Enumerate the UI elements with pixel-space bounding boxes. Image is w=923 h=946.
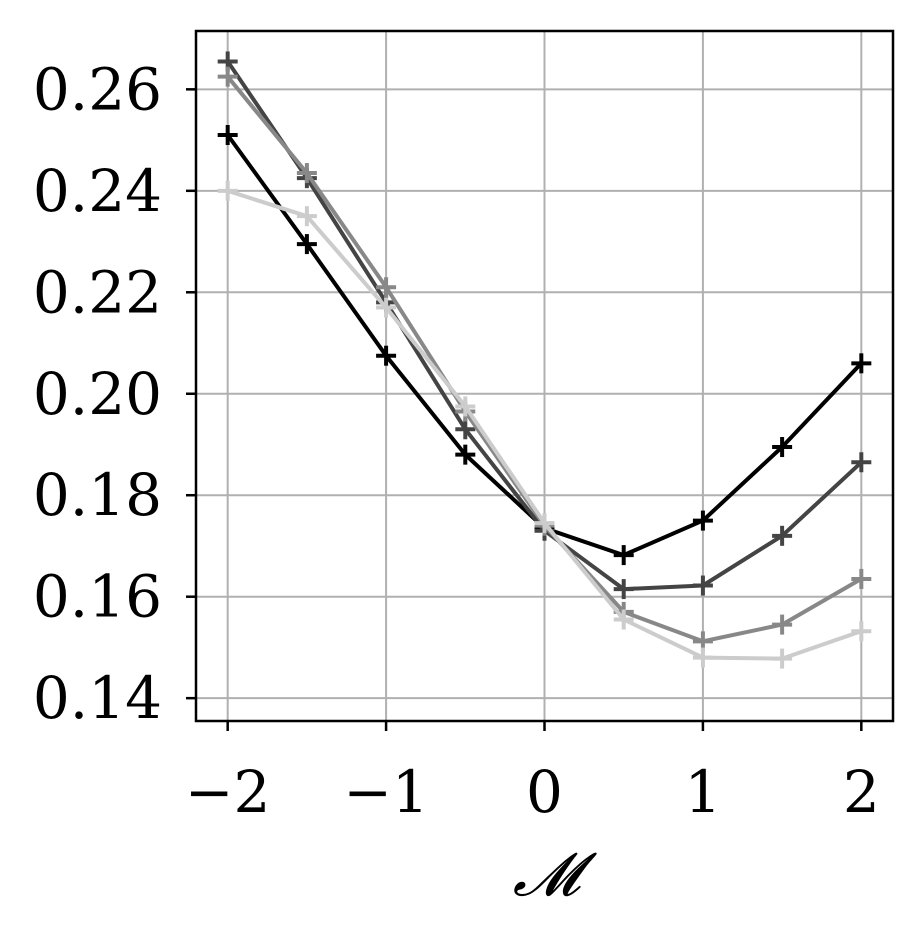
x-tick-label: 0 [526,758,563,826]
data-point [376,277,397,298]
data-point [455,396,476,417]
data-point [455,419,476,440]
data-point [772,525,793,546]
data-point [376,297,397,318]
data-point [851,621,872,642]
y-tick-label: 0.24 [33,157,162,225]
data-point [851,353,872,374]
data-point [296,206,317,227]
x-tick-label: 1 [684,758,721,826]
data-point [296,234,317,255]
data-point [296,163,317,184]
x-axis-label: 𝓜 [513,840,598,910]
x-tick-label: −1 [343,758,429,826]
data-point [772,648,793,669]
data-point [851,452,872,473]
series-layer [217,51,872,669]
data-point [217,125,238,146]
data-point [217,66,238,87]
y-tick-label: 0.22 [33,258,162,326]
data-point [692,647,713,668]
data-point [772,437,793,458]
data-point [455,444,476,465]
x-tick-label: 2 [843,758,880,826]
data-point [534,513,555,534]
data-point [851,568,872,589]
y-tick-label: 0.18 [33,461,162,529]
x-tick-label: −2 [185,758,271,826]
data-point [376,345,397,366]
axes: −2 −1 0 1 2 0.14 0.16 0.18 0.20 0.22 0.24 0.26 [33,55,880,826]
data-point [613,545,634,566]
data-point [613,579,634,600]
grid [196,31,893,721]
y-tick-label: 0.14 [33,664,162,732]
data-point [692,510,713,531]
y-tick-label: 0.20 [33,360,162,428]
data-point [217,180,238,201]
data-point [692,575,713,596]
y-tick-label: 0.16 [33,563,162,631]
series-4 [217,180,872,669]
data-point [613,609,634,630]
y-tick-label: 0.26 [33,55,162,123]
data-point [772,614,793,635]
